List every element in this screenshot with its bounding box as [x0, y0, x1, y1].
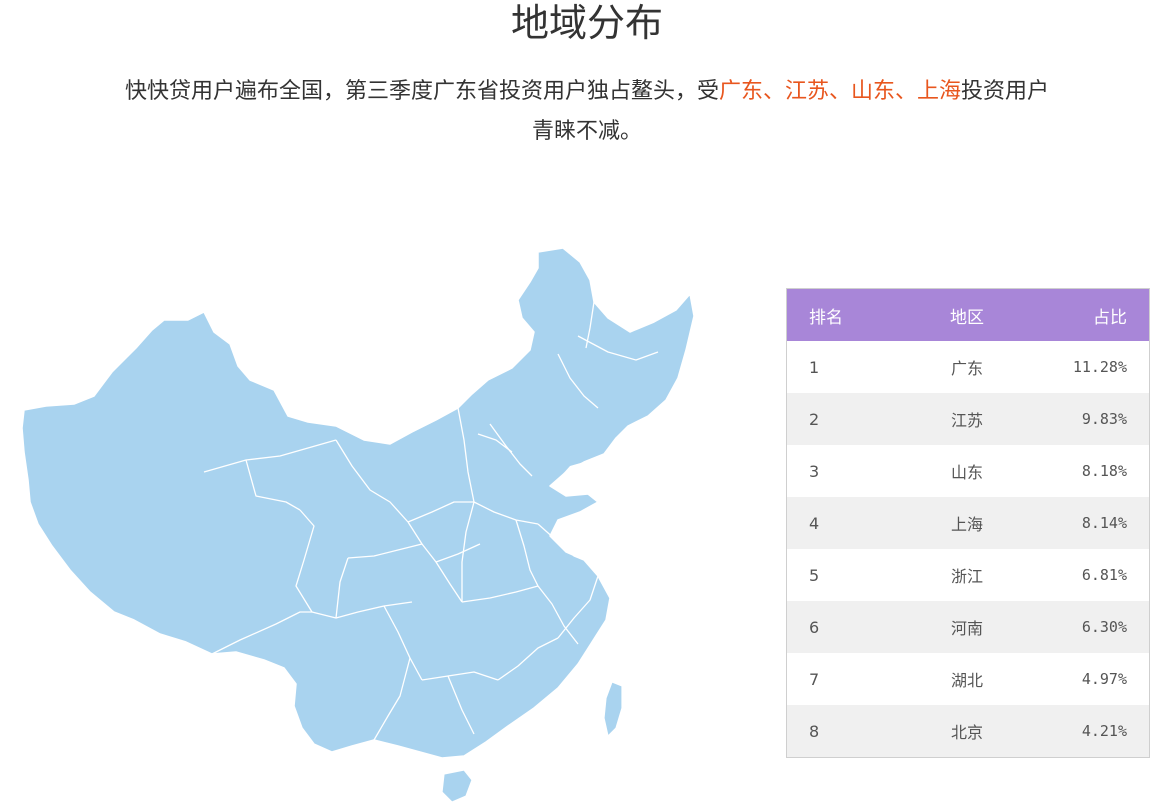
- table-row: 3 山东 8.18%: [787, 445, 1149, 497]
- table-row: 7 湖北 4.97%: [787, 653, 1149, 705]
- cell-share: 8.14%: [1081, 514, 1127, 532]
- bohai-sea-shape: [552, 462, 590, 492]
- cell-region: 北京: [950, 723, 983, 742]
- cell-share: 9.83%: [1081, 410, 1127, 428]
- cell-rank: 5: [809, 565, 820, 585]
- table-row: 8 北京 4.21%: [787, 705, 1149, 757]
- cell-rank: 4: [809, 513, 820, 533]
- hainan-shape: [441, 769, 473, 803]
- cell-region: 上海: [950, 515, 983, 534]
- cell-share: 11.28%: [1072, 358, 1127, 376]
- cell-rank: 8: [809, 721, 820, 741]
- table-row: 5 浙江 6.81%: [787, 549, 1149, 601]
- intro-line-2: 青睐不减。: [531, 119, 642, 144]
- cell-rank: 2: [809, 409, 820, 429]
- cell-rank: 3: [809, 461, 820, 481]
- cell-share: 4.21%: [1081, 722, 1127, 740]
- header-share: 占比: [1093, 307, 1127, 328]
- header-rank: 排名: [809, 307, 843, 328]
- cell-rank: 1: [809, 357, 820, 377]
- intro-after: 投资用户: [961, 79, 1050, 104]
- page-title: 地域分布: [510, 1, 663, 45]
- china-map-icon: [18, 240, 708, 805]
- china-map-svg: [21, 247, 695, 803]
- cell-region: 山东: [950, 463, 983, 482]
- cell-region: 浙江: [950, 567, 983, 586]
- table-row: 2 江苏 9.83%: [787, 393, 1149, 445]
- intro-highlight-provinces: 广东、江苏、山东、上海: [718, 79, 961, 104]
- cell-region: 湖北: [950, 671, 983, 690]
- province-borders: [203, 301, 659, 741]
- intro-line-1: 快快贷用户遍布全国，第三季度广东省投资用户独占鳌头，受广东、江苏、山东、上海投资…: [0, 72, 1174, 112]
- cell-share: 8.18%: [1081, 462, 1127, 480]
- cell-share: 6.30%: [1081, 618, 1127, 636]
- cell-share: 6.81%: [1081, 566, 1127, 584]
- header-region: 地区: [950, 307, 984, 328]
- table-row: 4 上海 8.14%: [787, 497, 1149, 549]
- cell-region: 河南: [950, 619, 983, 638]
- cell-rank: 7: [809, 669, 820, 689]
- cell-rank: 6: [809, 617, 820, 637]
- table-row: 6 河南 6.30%: [787, 601, 1149, 653]
- table-row: 1 广东 11.28%: [787, 341, 1149, 393]
- cell-region: 江苏: [950, 411, 983, 430]
- cell-share: 4.97%: [1081, 670, 1127, 688]
- taiwan-shape: [603, 681, 623, 738]
- intro-text: 快快贷用户遍布全国，第三季度广东省投资用户独占鳌头，受广东、江苏、山东、上海投资…: [0, 72, 1174, 152]
- cell-region: 广东: [950, 359, 983, 378]
- china-mainland-shape: [21, 247, 695, 759]
- intro-before: 快快贷用户遍布全国，第三季度广东省投资用户独占鳌头，受: [124, 79, 719, 104]
- region-rank-table: 排名 地区 占比 1 广东 11.28% 2 江苏 9.83% 3 山东 8.1…: [786, 288, 1150, 758]
- table-header: 排名 地区 占比: [787, 289, 1149, 341]
